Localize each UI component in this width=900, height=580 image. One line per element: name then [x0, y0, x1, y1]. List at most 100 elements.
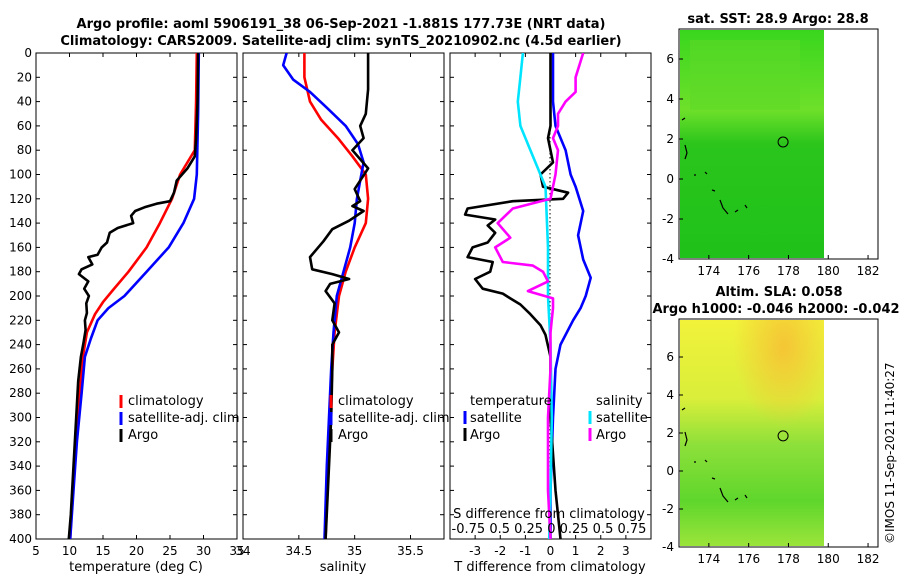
y-tick-label: 180 [9, 265, 32, 279]
y-tick-label: 20 [17, 70, 32, 84]
difference-legend: temperature salinity satellite Argo sate… [463, 394, 648, 443]
sst-map-warm-patch [690, 40, 800, 110]
salinity-xlabel: salinity [320, 560, 367, 575]
y-tick-label: 300 [9, 411, 32, 425]
y-tick-label: 100 [9, 168, 32, 182]
temperature-lines [67, 53, 201, 539]
temperature-xlabel: temperature (deg C) [69, 560, 203, 575]
y-tick-label: 340 [9, 459, 32, 473]
y-tick-label: 400 [9, 532, 32, 546]
legend-t-argo: Argo [470, 428, 500, 443]
y-tick-label: 260 [9, 362, 32, 376]
x-tick-label: 3 [622, 544, 630, 558]
legend-s-argo: Argo [596, 428, 626, 443]
map-y-tick-label: -2 [662, 212, 674, 226]
imos-watermark: ©IMOS 11-Sep-2021 11:40:27 [883, 362, 897, 544]
map-y-tick-label: -4 [662, 252, 674, 266]
x-tick-label: -2 [494, 544, 506, 558]
map-y-tick-label: 4 [666, 388, 674, 402]
temperature-ticks: 5 10 15 20 25 30 35 0 20 40 60 80 100 120 140 160 180 200… [9, 46, 245, 558]
sla-map-ticks: 174 176 178 180 182 6 4 2 0 -2 -4 [662, 350, 879, 566]
series-line-argo [67, 53, 200, 539]
map-y-tick-label: 2 [666, 132, 674, 146]
series-line-satellite-adj-clim [281, 53, 365, 539]
y-tick-label: 200 [9, 289, 32, 303]
x-tick-label: 15 [95, 544, 110, 558]
x-tick-label: 35.5 [397, 544, 424, 558]
map-y-tick-label: 2 [666, 426, 674, 440]
difference-xlabel: T difference from climatology [453, 560, 646, 575]
y-tick-label: 380 [9, 508, 32, 522]
y-tick-label: 220 [9, 313, 32, 327]
y-tick-label: 320 [9, 435, 32, 449]
map-y-tick-label: 0 [666, 172, 674, 186]
map-x-tick-label: 178 [777, 552, 800, 566]
map-x-tick-label: 176 [737, 264, 760, 278]
x-tick-label: -1 [519, 544, 531, 558]
legend-satellite: satellite-adj. clim [338, 411, 450, 426]
difference-ticks: -3 -2 -1 0 1 2 3 [450, 52, 651, 558]
legend-argo: Argo [338, 428, 368, 443]
map-x-tick-label: 180 [817, 552, 840, 566]
series-line-satellite-adj-clim [68, 53, 201, 539]
x-tick-label: 1 [572, 544, 580, 558]
series-line-s-argo [493, 53, 585, 539]
title-line-2: Climatology: CARS2009. Satellite-adj cli… [60, 34, 621, 49]
legend-temperature-header: temperature [470, 394, 552, 409]
legend-climatology: climatology [338, 394, 414, 409]
x-tick-label: 30 [196, 544, 211, 558]
x-tick-label: 20 [129, 544, 144, 558]
map-x-tick-label: 178 [777, 264, 800, 278]
x-tick-label: 34 [235, 544, 250, 558]
series-line-s-satellite [516, 53, 554, 539]
salinity-legend: climatology satellite-adj. clim Argo [329, 394, 450, 443]
series-line-t-satellite [549, 53, 593, 539]
map-y-tick-label: 4 [666, 92, 674, 106]
difference-top-ticks: -0.75 0.5 0.25 0 0.25 0.5 0.75 [452, 522, 647, 537]
temperature-legend: climatology satellite-adj. clim Argo [119, 394, 240, 443]
map-x-tick-label: 182 [857, 264, 880, 278]
y-tick-label: 280 [9, 386, 32, 400]
map-y-tick-label: -2 [662, 502, 674, 516]
sst-map-ticks: 174 176 178 180 182 6 4 2 0 -2 -4 [662, 52, 879, 278]
map-x-tick-label: 180 [817, 264, 840, 278]
legend-satellite: satellite-adj. clim [128, 411, 240, 426]
sla-map-title-1: Altim. SLA: 0.058 [716, 285, 843, 300]
x-tick-label: -3 [469, 544, 481, 558]
sla-map-panel: Altim. SLA: 0.058 Argo h1000: -0.046 h20… [652, 285, 899, 566]
legend-salinity-header: salinity [596, 394, 643, 409]
map-x-tick-label: 176 [737, 552, 760, 566]
sst-map-argo-marker [777, 136, 789, 148]
series-line-t-argo [463, 53, 570, 539]
difference-lines [463, 53, 593, 539]
y-tick-label: 60 [17, 119, 32, 133]
y-tick-label: 120 [9, 192, 32, 206]
sla-map-coast [681, 407, 748, 503]
x-tick-label: 35 [347, 544, 362, 558]
x-tick-label: 2 [597, 544, 605, 558]
difference-top-label: S difference from climatology [453, 507, 645, 522]
title-line-1: Argo profile: aoml 5906191_38 06-Sep-202… [77, 17, 606, 32]
map-x-tick-label: 174 [697, 552, 720, 566]
sla-map-argo-marker [777, 430, 789, 442]
x-tick-label: 5 [32, 544, 40, 558]
sst-map-panel: sat. SST: 28.9 Argo: 28.8 174 176 178 180 18… [662, 12, 879, 278]
legend-t-satellite: satellite [470, 411, 522, 426]
map-x-tick-label: 182 [857, 552, 880, 566]
salinity-axes-box [242, 52, 445, 540]
temperature-panel: 5 10 15 20 25 30 35 0 20 40 60 80 100 120 140 160 180 200… [9, 46, 245, 575]
legend-climatology: climatology [128, 394, 204, 409]
salinity-ticks: 34 34.5 35 35.5 [235, 52, 444, 558]
series-line-climatology [68, 53, 199, 539]
y-tick-label: 240 [9, 338, 32, 352]
y-tick-label: 360 [9, 483, 32, 497]
y-tick-label: 0 [24, 46, 32, 60]
map-y-tick-label: 6 [666, 350, 674, 364]
x-tick-label: 0 [547, 544, 555, 558]
x-tick-label: 10 [62, 544, 77, 558]
legend-argo: Argo [128, 428, 158, 443]
sst-map-axes-box [678, 28, 879, 260]
temperature-axes-box [35, 52, 238, 540]
map-x-tick-label: 174 [697, 264, 720, 278]
